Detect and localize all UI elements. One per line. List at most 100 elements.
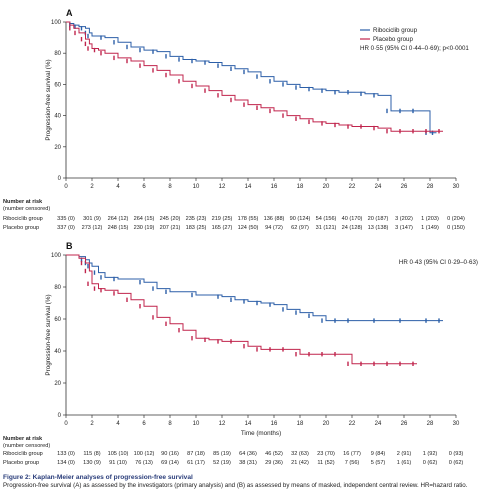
panel-a-x-tick-label: 30 bbox=[453, 184, 460, 190]
panel-a-x-tick-label: 22 bbox=[349, 184, 356, 190]
panel-a-x-tick-label: 8 bbox=[168, 184, 172, 190]
panel-b-risk-row-placebo-cell: 76 (13) bbox=[135, 460, 153, 466]
panel-a-risk-row-placebo-cell: 273 (12) bbox=[82, 225, 103, 231]
panel-a-risk-row-placebo-cell: 31 (121) bbox=[316, 225, 337, 231]
panel-a-x-tick-label: 0 bbox=[64, 184, 68, 190]
panel-b-x-tick-label: 22 bbox=[349, 421, 356, 427]
panel-a-risk-row-ribociclib-cell: 0 (204) bbox=[447, 216, 465, 222]
panel-b-x-tick-label: 24 bbox=[375, 421, 382, 427]
panel-a-risk-subheader: (number censored) bbox=[3, 206, 50, 212]
panel-b-y-tick-label: 40 bbox=[54, 349, 61, 355]
panel-b-risk-header: Number at risk bbox=[3, 436, 43, 442]
panel-b-x-tick-label: 0 bbox=[64, 421, 68, 427]
panel-a-risk-row-ribociclib-label: Ribociclib group bbox=[3, 216, 43, 222]
panel-b-risk-row-placebo-cell: 69 (14) bbox=[161, 460, 179, 466]
panel-a-y-tick-label: 0 bbox=[58, 176, 62, 182]
caption-title: Figure 2: Kaplan-Meier analyses of progr… bbox=[3, 474, 193, 481]
panel-a-x-tick-label: 18 bbox=[297, 184, 304, 190]
panel-a-risk-row-placebo-cell: 1 (149) bbox=[421, 225, 439, 231]
panel-a-risk-row-ribociclib-cell: 219 (25) bbox=[212, 216, 233, 222]
panel-a-risk-row-placebo-cell: 248 (15) bbox=[108, 225, 129, 231]
panel-a-legend-label-ribociclib: Ribociclib group bbox=[373, 27, 418, 34]
panel-b-risk-row-placebo-cell: 0 (62) bbox=[423, 460, 438, 466]
panel-a-x-tick-label: 26 bbox=[401, 184, 408, 190]
panel-b-risk-row-placebo-cell: 38 (31) bbox=[239, 460, 257, 466]
panel-b-letter: B bbox=[66, 241, 73, 251]
panel-b-risk-row-ribociclib-cell: 90 (16) bbox=[161, 451, 179, 457]
panel-b-x-tick-label: 8 bbox=[168, 421, 172, 427]
panel-a-risk-row-ribociclib-cell: 90 (124) bbox=[290, 216, 311, 222]
panel-b-risk-row-ribociclib-cell: 85 (19) bbox=[213, 451, 231, 457]
panel-b-risk-row-ribociclib-cell: 46 (52) bbox=[265, 451, 283, 457]
panel-a-y-tick-label: 60 bbox=[54, 82, 61, 88]
panel-b-risk-row-placebo-cell: 29 (36) bbox=[265, 460, 283, 466]
panel-a-risk-row-ribociclib-cell: 136 (88) bbox=[264, 216, 285, 222]
panel-a-y-axis-label: Progression-free survival (%) bbox=[45, 59, 52, 140]
panel-b-risk-row-ribociclib-cell: 2 (91) bbox=[397, 451, 412, 457]
panel-b-risk-row-ribociclib-cell: 64 (36) bbox=[239, 451, 257, 457]
panel-a-risk-header: Number at risk bbox=[3, 199, 43, 205]
panel-a-y-tick-label: 100 bbox=[51, 20, 62, 26]
panel-a-risk-row-placebo-cell: 0 (150) bbox=[447, 225, 465, 231]
panel-a-x-tick-label: 12 bbox=[219, 184, 226, 190]
panel-a-risk-row-placebo-cell: 24 (128) bbox=[342, 225, 363, 231]
panel-a-risk-row-ribociclib-cell: 264 (12) bbox=[108, 216, 129, 222]
panel-b-risk-row-placebo-cell: 21 (42) bbox=[291, 460, 309, 466]
panel-a-legend-label-placebo: Placebo group bbox=[373, 36, 413, 43]
panel-b-series-ribociclib-curve bbox=[66, 254, 443, 322]
panel-b-risk-row-placebo-cell: 11 (52) bbox=[317, 460, 334, 466]
panel-a-risk-row-ribociclib-cell: 235 (23) bbox=[186, 216, 207, 222]
panel-b-x-tick-label: 10 bbox=[193, 421, 200, 427]
panel-a-risk-row-ribociclib-cell: 335 (0) bbox=[57, 216, 75, 222]
panel-a-x-tick-label: 10 bbox=[193, 184, 200, 190]
panel-a-risk-row-placebo-cell: 183 (25) bbox=[186, 225, 207, 231]
panel-b-y-axis-label: Progression-free survival (%) bbox=[45, 294, 52, 375]
panel-a-risk-row-placebo-cell: 3 (147) bbox=[395, 225, 413, 231]
panel-a-x-tick-label: 2 bbox=[90, 184, 94, 190]
panel-b-risk-subheader: (number censored) bbox=[3, 443, 50, 449]
panel-b-risk-row-placebo-cell: 52 (19) bbox=[213, 460, 231, 466]
panel-b-hazard-ratio: HR 0·43 (95% CI 0·29–0·63) bbox=[399, 259, 478, 266]
panel-b-x-tick-label: 28 bbox=[427, 421, 434, 427]
panel-a-risk-row-placebo-cell: 207 (21) bbox=[160, 225, 181, 231]
panel-a-y-tick-label: 80 bbox=[54, 51, 61, 57]
panel-a-risk-row-ribociclib-cell: 1 (203) bbox=[421, 216, 439, 222]
panel-a-risk-row-placebo-cell: 62 (97) bbox=[291, 225, 309, 231]
panel-a-risk-row-ribociclib-cell: 301 (9) bbox=[83, 216, 101, 222]
panel-b-x-tick-label: 20 bbox=[323, 421, 330, 427]
panel-a-risk-row-ribociclib-cell: 245 (20) bbox=[160, 216, 181, 222]
panel-a-x-tick-label: 24 bbox=[375, 184, 382, 190]
panel-b-y-tick-label: 0 bbox=[58, 413, 62, 419]
panel-b-risk-row-ribociclib-cell: 87 (18) bbox=[187, 451, 205, 457]
panel-a-risk-row-placebo-cell: 124 (50) bbox=[238, 225, 259, 231]
panel-a-risk-row-placebo-cell: 94 (72) bbox=[265, 225, 283, 231]
panel-a-risk-row-placebo-label: Placebo group bbox=[3, 225, 39, 231]
panel-b-risk-row-placebo-cell: 134 (0) bbox=[57, 460, 75, 466]
panel-b-risk-row-ribociclib-label: Ribociclib group bbox=[3, 451, 43, 457]
panel-b-x-tick-label: 18 bbox=[297, 421, 304, 427]
panel-a-risk-row-ribociclib-cell: 54 (156) bbox=[316, 216, 337, 222]
figure-caption: Figure 2: Kaplan-Meier analyses of progr… bbox=[3, 474, 483, 490]
panel-b-risk-row-ribociclib-cell: 9 (84) bbox=[371, 451, 386, 457]
panel-a-risk-row-ribociclib-cell: 178 (55) bbox=[238, 216, 259, 222]
panel-b-risk-row-ribociclib-cell: 0 (93) bbox=[449, 451, 464, 457]
panel-a-x-tick-label: 16 bbox=[271, 184, 278, 190]
panel-b-risk-row-placebo-cell: 0 (62) bbox=[449, 460, 464, 466]
panel-b-x-tick-label: 6 bbox=[142, 421, 146, 427]
panel-a-risk-row-placebo-cell: 337 (0) bbox=[57, 225, 75, 231]
panel-b-y-tick-label: 100 bbox=[51, 253, 62, 259]
panel-a-risk-row-ribociclib-cell: 264 (15) bbox=[134, 216, 155, 222]
panel-b-x-axis-label: Time (months) bbox=[241, 430, 281, 437]
panel-b-risk-row-ribociclib-cell: 16 (77) bbox=[343, 451, 361, 457]
panel-a-y-tick-label: 20 bbox=[54, 145, 61, 151]
panel-b-x-tick-label: 30 bbox=[453, 421, 460, 427]
panel-a-hazard-ratio: HR 0·55 (95% CI 0·44–0·69); p<0·0001 bbox=[360, 45, 469, 52]
panel-b-y-tick-label: 60 bbox=[54, 317, 61, 323]
panel-a-x-tick-label: 20 bbox=[323, 184, 330, 190]
panel-b-x-tick-label: 14 bbox=[245, 421, 252, 427]
panel-b-risk-row-placebo-cell: 91 (10) bbox=[109, 460, 127, 466]
panel-a-x-tick-label: 6 bbox=[142, 184, 146, 190]
panel-a-y-tick-label: 40 bbox=[54, 114, 61, 120]
